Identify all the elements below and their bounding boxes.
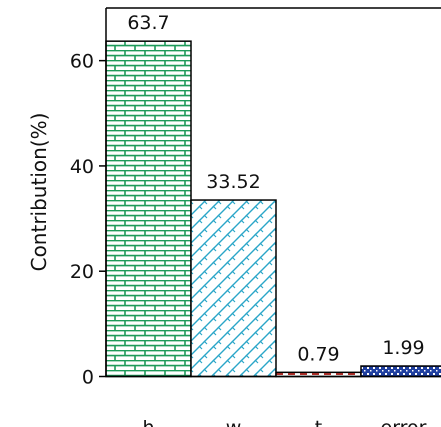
- category-label-w: w: [226, 417, 242, 427]
- bar-w: [190, 199, 277, 378]
- bar-error: [360, 365, 441, 378]
- category-label-t: t: [315, 417, 322, 427]
- y-tick-label-20: 20: [70, 261, 94, 283]
- data-label-error: 1.99: [382, 337, 424, 359]
- category-label-h: h: [142, 417, 154, 427]
- category-label-error: error: [381, 417, 427, 427]
- data-labels-group: 63.7 33.52 0.79 1.99: [127, 12, 424, 365]
- category-labels-group: h w t error: [142, 417, 426, 427]
- bars-group: [105, 40, 441, 378]
- y-tick-label-60: 60: [70, 51, 94, 73]
- data-label-h: 63.7: [127, 12, 169, 34]
- y-ticks-group: 0 20 40 60: [70, 51, 106, 389]
- y-tick-label-0: 0: [82, 367, 94, 389]
- y-tick-label-40: 40: [70, 156, 94, 178]
- data-label-t: 0.79: [297, 343, 339, 365]
- data-label-w: 33.52: [206, 171, 260, 193]
- bar-h: [105, 40, 192, 378]
- y-axis-label: Contribution(%): [27, 113, 51, 272]
